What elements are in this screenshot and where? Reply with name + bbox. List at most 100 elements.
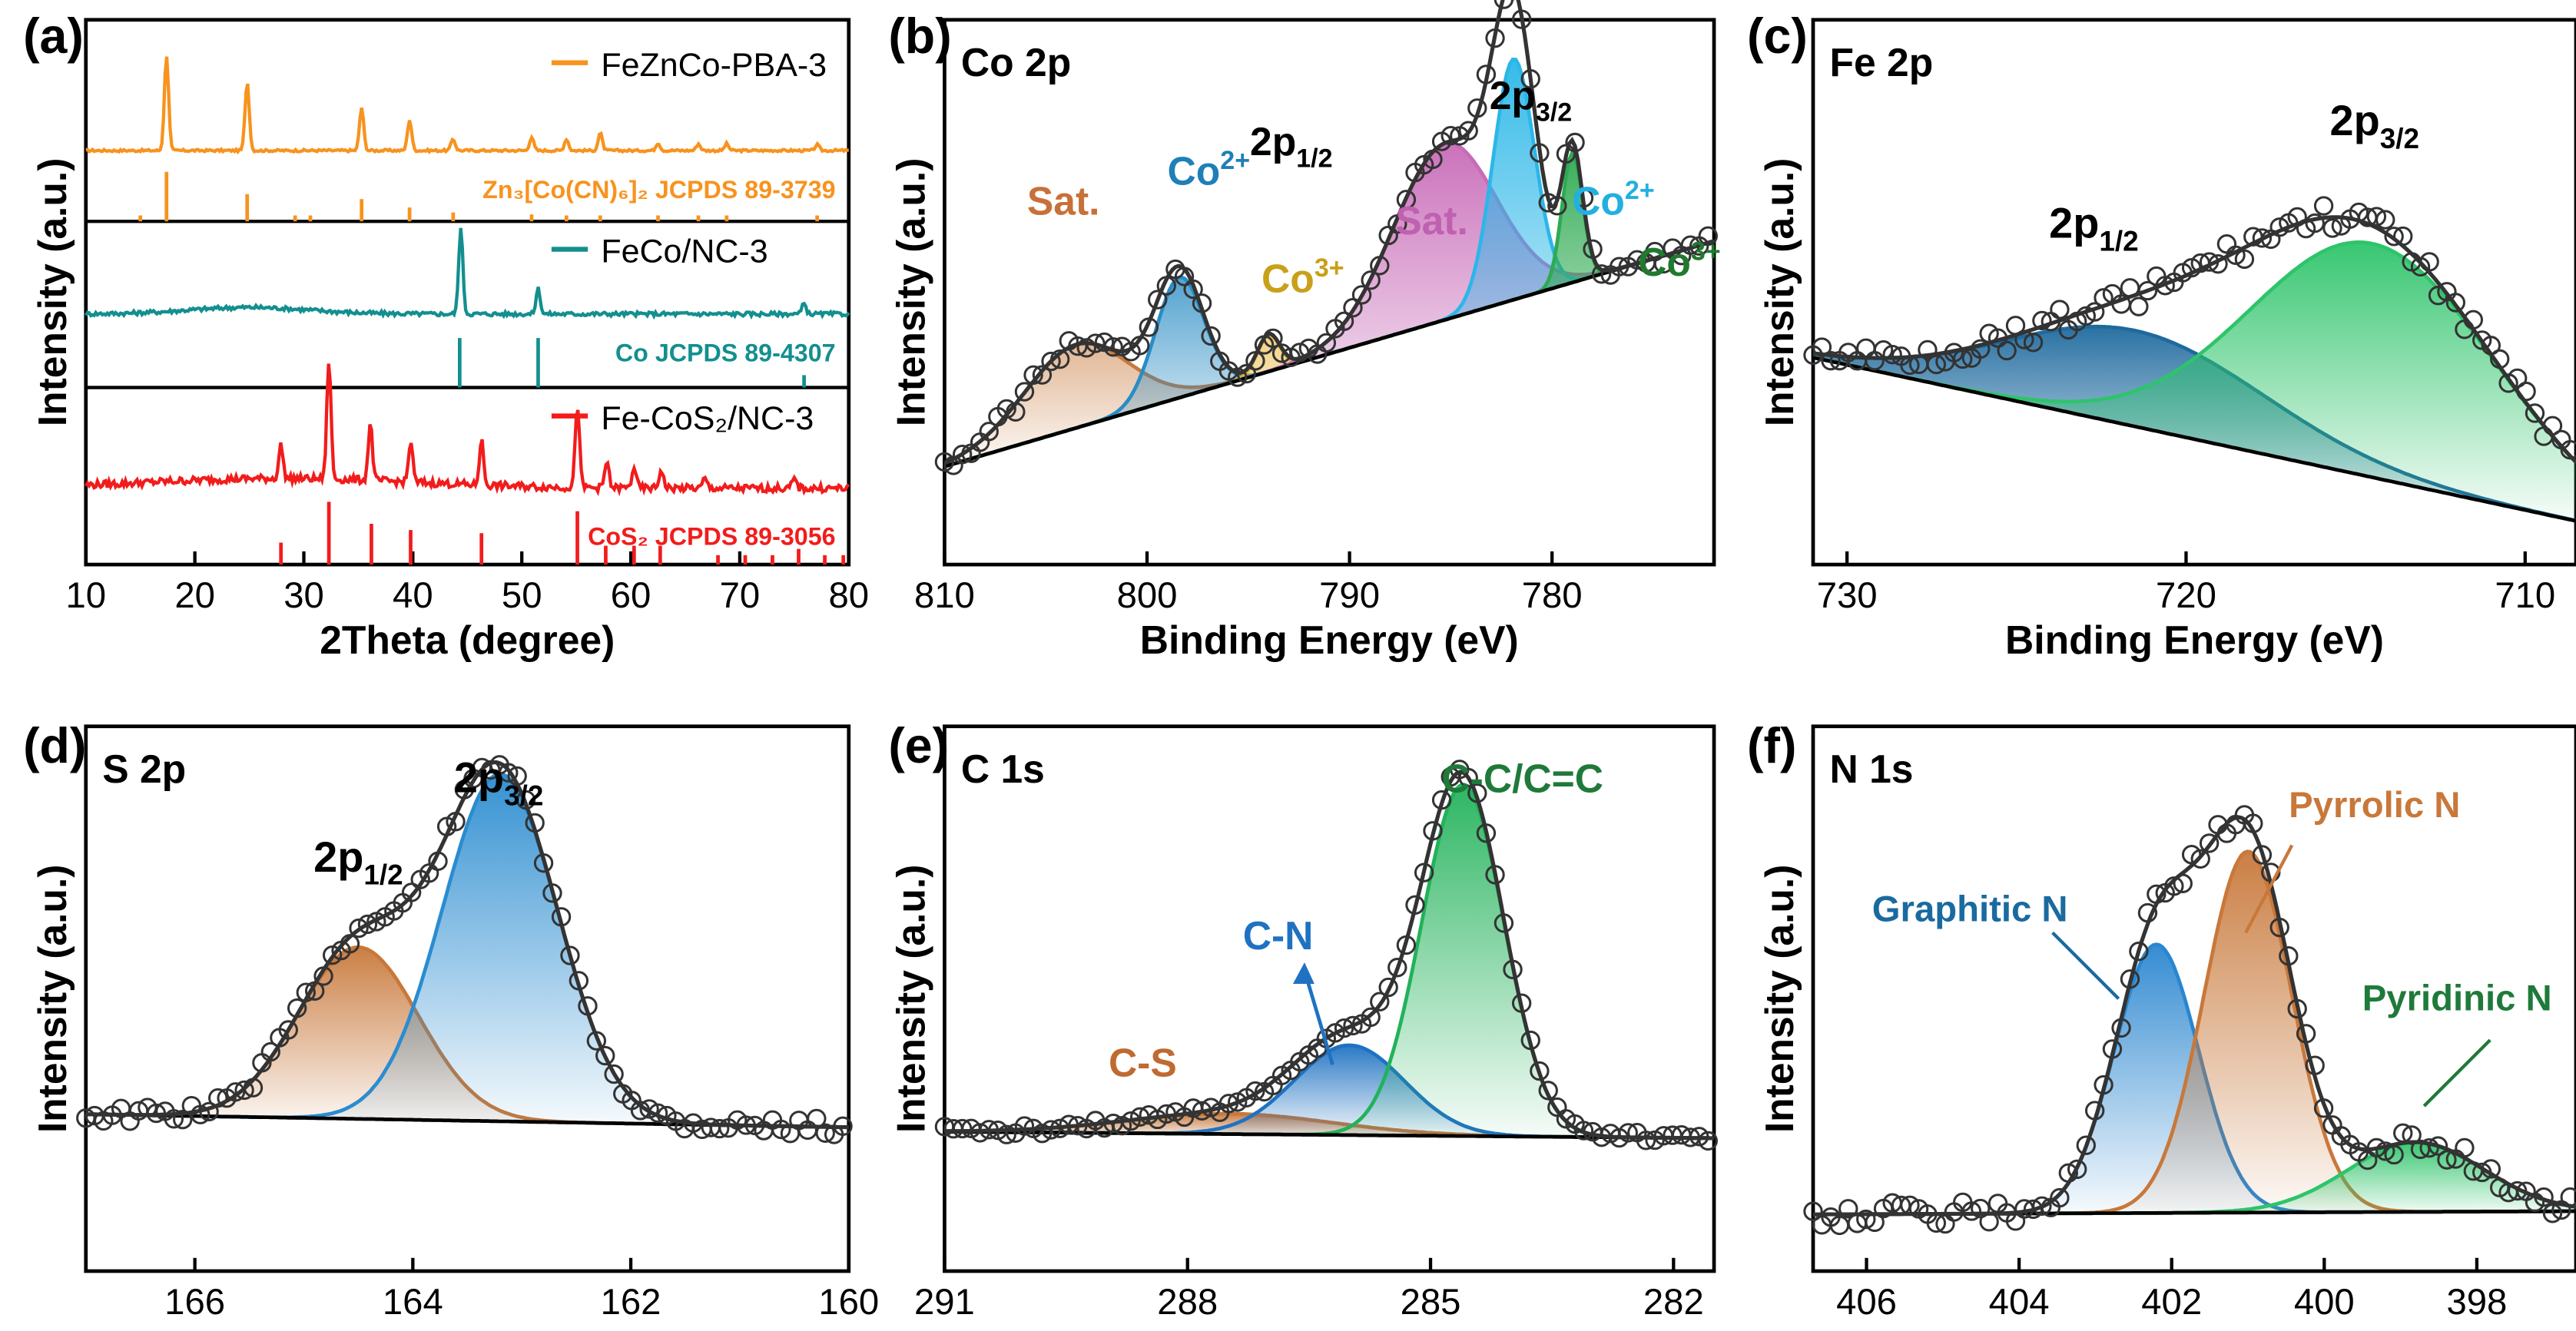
data-point <box>1821 350 1841 371</box>
reference-label: Co JCPDS 89-4307 <box>615 339 836 367</box>
data-point <box>401 882 422 902</box>
panel-c: 730 720 710 Binding Energy (eV) Intensity (a… <box>1757 18 2576 662</box>
x-tick-label: 70 <box>720 575 761 616</box>
data-point <box>771 1119 791 1140</box>
data-point <box>2129 941 2149 962</box>
x-tick-label: 10 <box>65 575 106 616</box>
data-point <box>1856 1209 1876 1230</box>
y-axis-label: Intensity (a.u.) <box>889 158 933 427</box>
x-tick-label: 288 <box>1157 1282 1218 1323</box>
x-tick-label: 160 <box>818 1282 879 1323</box>
data-point <box>2551 1200 2571 1220</box>
x-tick-label: 166 <box>164 1282 225 1323</box>
data-point <box>2252 845 2273 865</box>
data-point <box>1618 1123 1638 1143</box>
component-fill <box>944 240 1715 467</box>
data-point <box>1396 190 1417 210</box>
data-point <box>1351 285 1372 305</box>
data-point <box>2216 233 2237 254</box>
background-line <box>943 239 1715 468</box>
figure-root: 10 20 30 40 50 60 70 80 2Theta (degree) Intensity… <box>23 0 2576 1331</box>
data-point <box>952 445 973 465</box>
peak-label: Co3+ <box>1638 237 1721 284</box>
data-point <box>815 1123 835 1144</box>
x-tick-label: 30 <box>283 575 324 616</box>
x-tick-label: 810 <box>914 575 975 616</box>
data-point <box>1961 1201 1982 1221</box>
data-point <box>2542 1204 2563 1223</box>
data-point <box>2445 293 2465 313</box>
data-point <box>1997 340 2017 361</box>
component-fill <box>1812 242 2576 521</box>
peak-label: Co3+ <box>1261 253 1344 301</box>
data-point <box>2525 403 2545 423</box>
x-tick-label: 291 <box>914 1282 975 1323</box>
data-point <box>191 1104 211 1124</box>
peak-label: Sat. <box>1395 198 1468 243</box>
reference-label: Zn₃[Co(CN)₆]₂ JCPDS 89-3739 <box>482 176 835 204</box>
panel-a: 10 20 30 40 50 60 70 80 2Theta (degree) Intensity… <box>30 18 869 662</box>
panel-e: 291 288 285 282 Binding Energy (eV) Intensity… <box>889 724 1718 1331</box>
background-line <box>1812 356 2576 523</box>
data-point <box>952 1118 973 1139</box>
data-point <box>225 1082 246 1102</box>
data-point <box>1458 121 1478 141</box>
panel-title: Fe 2p <box>1829 40 1933 84</box>
data-point <box>2384 227 2404 247</box>
data-point <box>1882 345 1902 365</box>
envelope-fit <box>944 770 1715 1141</box>
x-tick-label: 80 <box>828 575 869 616</box>
x-tick-label: 406 <box>1836 1282 1897 1323</box>
data-point <box>1838 1199 1858 1219</box>
data-point <box>2050 1187 2070 1208</box>
panel-d: 166 164 162 160 Binding Energy (eV) Intensity… <box>30 724 879 1331</box>
data-point <box>1148 290 1168 310</box>
x-tick-label: 710 <box>2495 575 2555 616</box>
data-point <box>2076 1135 2096 1155</box>
data-point <box>2375 1141 2395 1161</box>
data-point <box>2137 280 2158 301</box>
peak-label: Co2+ <box>1168 146 1251 194</box>
peak-label: C-N <box>1243 913 1314 958</box>
envelope-fit <box>1812 815 2576 1217</box>
component-fill <box>944 784 1715 1138</box>
panel-letter: (c) <box>1747 8 1808 64</box>
data-point <box>1245 1081 1265 1101</box>
x-tick-label: 20 <box>174 575 215 616</box>
data-point <box>1201 326 1221 346</box>
plot-frame <box>84 18 851 567</box>
data-point <box>2129 296 2149 316</box>
arrow-head <box>1292 962 1315 985</box>
x-tick-label: 404 <box>1989 1282 2050 1323</box>
data-point <box>1361 270 1381 290</box>
peak-label: 2p1/2 <box>313 833 403 891</box>
panel-title: C 1s <box>961 747 1045 791</box>
data-point <box>1343 1015 1363 1036</box>
component-fill <box>944 1045 1715 1138</box>
x-tick-label: 162 <box>601 1282 661 1323</box>
peak-label: Sat. <box>1027 178 1100 223</box>
x-axis-label: Binding Energy (eV) <box>2005 617 2384 662</box>
y-axis-label: Intensity (a.u.) <box>889 865 933 1134</box>
data-point <box>1918 339 1938 360</box>
x-tick-label: 800 <box>1117 575 1178 616</box>
x-axis-label: 2Theta (degree) <box>320 617 615 662</box>
xrd-series-3 <box>84 363 850 497</box>
data-point <box>2032 310 2052 331</box>
data-point <box>357 914 378 935</box>
y-axis-label: Intensity (a.u.) <box>30 158 75 427</box>
data-point <box>996 1124 1016 1144</box>
reference-label: CoS₂ JCPDS 89-3056 <box>588 522 836 550</box>
data-point <box>2428 1136 2448 1156</box>
legend-label: FeCo/NC-3 <box>601 233 767 270</box>
data-point <box>1979 1212 1999 1232</box>
data-point <box>2067 1159 2087 1180</box>
data-point <box>595 1045 615 1066</box>
data-point <box>1387 958 1407 978</box>
x-axis-label: Binding Energy (eV) <box>1140 617 1519 662</box>
peak-label: Pyridinic N <box>2362 978 2552 1018</box>
data-point <box>2366 207 2387 227</box>
component-fill <box>1812 851 2576 1215</box>
